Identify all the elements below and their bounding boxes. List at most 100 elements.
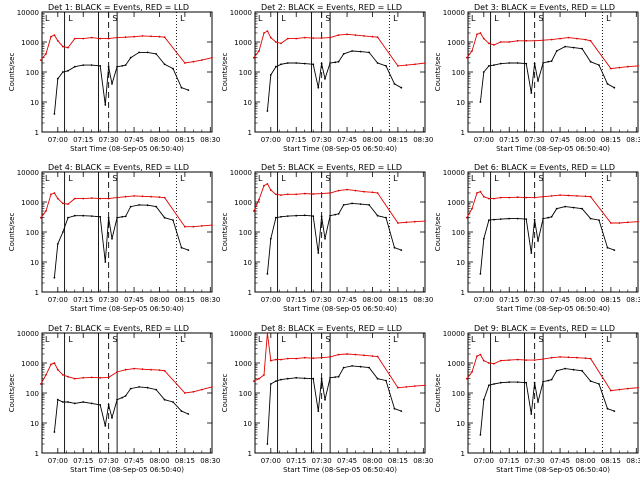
events-point xyxy=(303,214,306,217)
y-tick-label: 1 xyxy=(461,450,465,458)
region-label: S xyxy=(538,335,543,344)
lld-point xyxy=(559,194,561,197)
plot-frame xyxy=(467,171,639,293)
lld-point xyxy=(253,380,255,382)
y-axis-label: Counts/sec xyxy=(434,213,442,252)
region-label: S xyxy=(538,14,543,23)
lld-point xyxy=(346,353,348,355)
events-point xyxy=(155,388,158,391)
x-tick-label: 07:00 xyxy=(261,457,281,465)
events-series-line xyxy=(266,365,402,445)
x-tick-label: 08:30 xyxy=(626,136,640,144)
lld-point xyxy=(211,56,213,59)
region-label: S xyxy=(112,14,117,23)
y-tick-label: 100 xyxy=(239,229,252,237)
lld-point xyxy=(354,34,357,36)
lld-point xyxy=(295,193,298,196)
lld-point xyxy=(53,192,56,194)
lld-point xyxy=(363,35,365,37)
lld-point xyxy=(263,32,265,34)
events-point xyxy=(146,51,149,54)
plot-frame xyxy=(467,11,639,133)
lld-point xyxy=(124,36,127,39)
lld-point xyxy=(266,30,269,32)
events-point xyxy=(104,261,107,263)
lld-point xyxy=(626,65,629,68)
lld-point xyxy=(163,36,166,39)
region-label: L xyxy=(393,14,398,23)
panel-det-8: Det 8: BLACK = Events, RED = LLD 1 10 100 10… xyxy=(221,324,433,474)
events-point xyxy=(73,65,76,68)
events-point xyxy=(516,381,519,383)
x-tick-label: 07:45 xyxy=(337,296,357,304)
events-point xyxy=(613,86,616,89)
events-point xyxy=(393,407,396,410)
x-tick-label: 07:45 xyxy=(550,457,570,465)
lld-point xyxy=(53,362,56,364)
lld-point xyxy=(53,34,56,36)
events-point xyxy=(342,53,345,55)
region-label: S xyxy=(112,335,117,344)
lld-point xyxy=(82,197,85,200)
y-tick-label: 1000 xyxy=(447,39,465,47)
events-series-line xyxy=(266,202,402,274)
x-axis-label: Start Time (08-Sep-05 06:50:40) xyxy=(283,466,397,474)
events-point xyxy=(542,217,544,220)
events-point xyxy=(537,240,539,242)
events-point xyxy=(613,410,616,412)
y-axis-label: Counts/sec xyxy=(434,374,442,413)
events-point xyxy=(482,237,485,240)
events-point xyxy=(376,377,379,380)
region-label: S xyxy=(538,174,543,183)
region-label: L xyxy=(393,335,398,344)
events-series-line xyxy=(479,368,615,435)
events-point xyxy=(479,273,482,275)
events-point xyxy=(62,231,64,233)
events-point xyxy=(334,376,337,378)
y-tick-label: 1000 xyxy=(447,360,465,368)
lld-point xyxy=(354,189,357,192)
events-point xyxy=(317,86,320,89)
y-tick-label: 10 xyxy=(30,420,39,428)
lld-point xyxy=(116,196,118,199)
events-point xyxy=(329,214,331,217)
lld-point xyxy=(320,356,323,359)
lld-point xyxy=(525,359,528,361)
events-point xyxy=(286,215,289,218)
events-point xyxy=(564,367,566,370)
events-point xyxy=(303,377,306,380)
lld-point xyxy=(589,39,592,42)
y-tick-label: 1 xyxy=(35,129,39,137)
lld-point xyxy=(303,36,306,39)
events-point xyxy=(393,83,396,85)
lld-point xyxy=(516,196,519,199)
panel-det-3: Det 3: BLACK = Events, RED = LLD 1 10 100 10… xyxy=(434,3,640,153)
x-tick-label: 07:30 xyxy=(525,136,545,144)
lld-point xyxy=(479,190,482,193)
lld-point xyxy=(337,34,340,36)
lld-point xyxy=(45,374,47,376)
lld-point xyxy=(56,197,59,200)
y-tick-label: 1 xyxy=(248,129,252,137)
lld-point xyxy=(211,386,213,388)
lld-point xyxy=(295,357,298,360)
events-point xyxy=(334,61,337,64)
events-point xyxy=(280,63,282,66)
x-tick-label: 07:45 xyxy=(337,136,357,144)
x-tick-label: 08:00 xyxy=(362,296,382,304)
x-tick-label: 08:00 xyxy=(362,136,382,144)
y-tick-label: 10000 xyxy=(230,330,252,338)
events-point xyxy=(542,380,544,383)
x-tick-label: 07:45 xyxy=(337,457,357,465)
events-point xyxy=(385,216,387,219)
lld-point xyxy=(67,46,69,49)
events-point xyxy=(269,237,272,240)
lld-point xyxy=(45,210,47,212)
events-point xyxy=(324,77,326,80)
x-tick-label: 08:30 xyxy=(626,296,640,304)
lld-point xyxy=(542,358,544,360)
events-point xyxy=(280,215,282,218)
y-tick-label: 10000 xyxy=(443,169,465,177)
lld-point xyxy=(90,36,93,39)
